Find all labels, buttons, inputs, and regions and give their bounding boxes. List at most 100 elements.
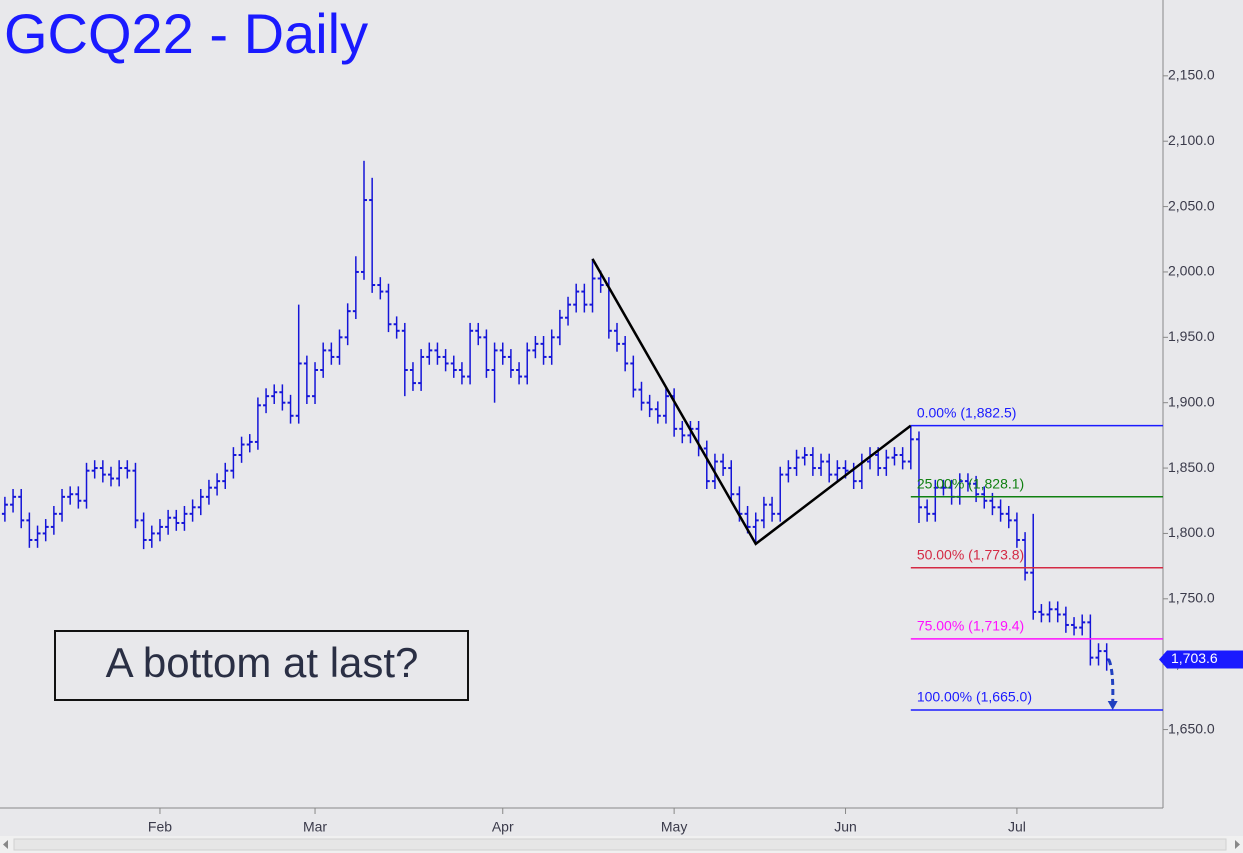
ohlc-bar xyxy=(344,303,351,346)
ohlc-bar xyxy=(1087,614,1094,666)
ohlc-bar xyxy=(360,160,367,280)
y-tick-label: 1,850.0 xyxy=(1168,459,1215,475)
ohlc-bar xyxy=(336,329,343,365)
ohlc-bar xyxy=(393,316,400,339)
ohlc-bar xyxy=(997,499,1004,522)
ohlc-bar xyxy=(214,473,221,496)
ohlc-bar xyxy=(532,336,539,359)
ohlc-bar xyxy=(1005,505,1012,529)
ohlc-bar xyxy=(785,460,792,483)
ohlc-bar xyxy=(524,342,531,385)
ohlc-bar xyxy=(720,453,727,476)
fib-label: 75.00% (1,719.4) xyxy=(917,618,1024,634)
ohlc-bar xyxy=(1030,513,1037,620)
y-tick-label: 1,750.0 xyxy=(1168,590,1215,606)
ohlc-bar xyxy=(964,473,971,492)
fib-label: 25.00% (1,828.1) xyxy=(917,475,1024,491)
ohlc-bar xyxy=(622,336,629,372)
x-tick-label: Jul xyxy=(1008,819,1026,835)
ohlc-bar xyxy=(295,304,302,424)
ohlc-bar xyxy=(981,486,988,509)
ohlc-bar xyxy=(401,322,408,397)
ohlc-bar xyxy=(565,296,572,326)
ohlc-bar xyxy=(165,509,172,535)
ohlc-bar xyxy=(107,466,114,487)
ohlc-bar xyxy=(42,519,49,542)
last-price-tag xyxy=(1159,650,1243,669)
ohlc-bar xyxy=(826,453,833,483)
ohlc-bar xyxy=(924,499,931,522)
fib-label: 50.00% (1,773.8) xyxy=(917,546,1024,562)
x-tick-label: May xyxy=(661,819,687,835)
ohlc-bar xyxy=(450,355,457,378)
ohlc-bar xyxy=(254,397,261,450)
ohlc-bar xyxy=(915,431,922,523)
ohlc-bar xyxy=(116,460,123,487)
ohlc-bar xyxy=(899,447,906,470)
ohlc-bar xyxy=(728,460,735,503)
scrollbar[interactable] xyxy=(0,836,1243,853)
ohlc-bar xyxy=(801,447,808,466)
ohlc-bar xyxy=(271,384,278,404)
x-tick-label: Jun xyxy=(834,819,857,835)
ohlc-bar xyxy=(507,349,514,378)
ohlc-bar xyxy=(1079,614,1086,636)
projection-arrow xyxy=(1107,658,1115,704)
ohlc-bar xyxy=(891,447,898,466)
ohlc-bar xyxy=(1038,604,1045,623)
ohlc-bar xyxy=(581,283,588,313)
ohlc-bar xyxy=(467,322,474,385)
y-tick-label: 1,650.0 xyxy=(1168,720,1215,736)
ohlc-bar xyxy=(793,449,800,476)
ohlc-bar xyxy=(540,336,547,365)
ohlc-bar xyxy=(883,449,890,476)
ohlc-bar xyxy=(483,329,490,378)
ohlc-bar xyxy=(263,388,270,414)
ohlc-bar xyxy=(1054,601,1061,623)
fib-label: 0.00% (1,882.5) xyxy=(917,404,1017,420)
ohlc-bar xyxy=(205,479,212,505)
ohlc-bar xyxy=(59,488,66,522)
ohlc-bar xyxy=(630,355,637,398)
scrollbar-thumb[interactable] xyxy=(13,838,1227,851)
ohlc-bar xyxy=(320,342,327,378)
ohlc-bar xyxy=(499,342,506,365)
ohlc-bar xyxy=(973,475,980,503)
ohlc-bar xyxy=(458,362,465,385)
ohlc-bar xyxy=(148,525,155,548)
ohlc-bar xyxy=(418,349,425,391)
ohlc-bar xyxy=(132,462,139,529)
ohlc-bar xyxy=(156,519,163,542)
ohlc-bar xyxy=(589,258,596,313)
ohlc-bar xyxy=(34,525,41,548)
ohlc-bar xyxy=(246,434,253,453)
ohlc-bar xyxy=(173,509,180,531)
ohlc-bar xyxy=(1062,606,1069,633)
ohlc-bar xyxy=(99,460,106,483)
ohlc-bar xyxy=(369,177,376,293)
y-tick-label: 2,050.0 xyxy=(1168,197,1215,213)
ohlc-bar xyxy=(189,499,196,522)
ohlc-bar xyxy=(703,440,710,489)
scroll-left[interactable] xyxy=(3,840,8,849)
ohlc-bar xyxy=(312,362,319,404)
ohlc-bar xyxy=(491,342,498,403)
ohlc-bar xyxy=(230,447,237,479)
ohlc-bar xyxy=(426,342,433,365)
ohlc-bar xyxy=(475,322,482,346)
ohlc-bar xyxy=(377,277,384,300)
ohlc-bar xyxy=(442,349,449,372)
annotation-box xyxy=(54,630,469,701)
ohlc-bar xyxy=(181,505,188,531)
ohlc-bar xyxy=(614,322,621,352)
ohlc-bar xyxy=(10,488,17,513)
ohlc-bar xyxy=(303,355,310,404)
ohlc-bar xyxy=(385,283,392,333)
ohlc-bar xyxy=(409,362,416,391)
ohlc-bar xyxy=(638,381,645,411)
ohlc-bar xyxy=(940,479,947,496)
ohlc-bar xyxy=(83,462,90,509)
scroll-right[interactable] xyxy=(1235,840,1240,849)
y-tick-label: 2,150.0 xyxy=(1168,67,1215,83)
